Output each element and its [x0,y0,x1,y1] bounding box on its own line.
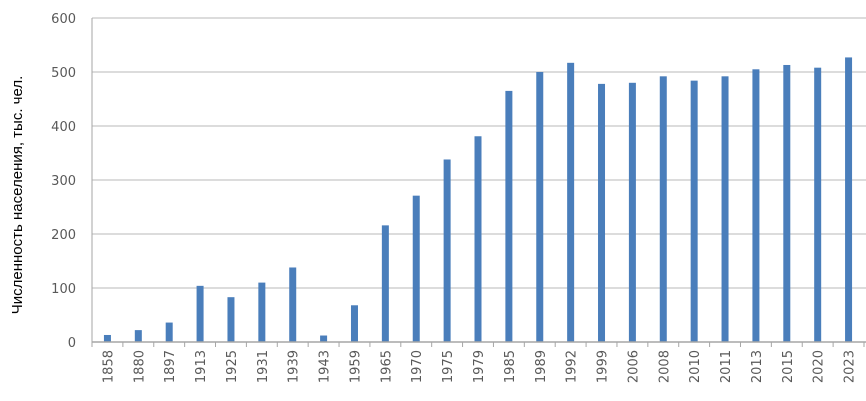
x-tick-label: 1985 [503,350,518,383]
bar-1925 [227,297,235,342]
y-tick-label: 300 [51,174,76,189]
bar-2020 [814,67,822,343]
x-tick-label: 2011 [719,350,734,383]
x-tick-label: 1858 [101,350,116,383]
bar-1979 [474,136,482,342]
bar-1989 [536,72,544,342]
x-tick-label: 1975 [441,350,456,383]
bar-1999 [598,83,606,342]
bar-2008 [659,76,667,342]
y-tick-label: 600 [51,12,76,27]
y-tick-label: 400 [51,120,76,135]
x-axis-ticks: 1858 1880 1897 1913 1925 1931 1939 1943 1959 1965… [101,342,865,383]
bar-1897 [165,322,173,342]
bars [103,57,853,343]
x-tick-label: 2008 [657,350,672,383]
x-tick-label: 2020 [812,350,827,383]
y-axis-title: Численность населения, тыс. чел. [9,76,26,314]
bar-2013 [752,69,760,343]
bar-1880 [134,330,142,342]
bar-2006 [628,82,636,343]
y-tick-label: 200 [51,228,76,243]
bar-1992 [567,62,575,342]
x-tick-label: 1992 [565,350,580,383]
x-tick-label: 1999 [596,350,611,383]
y-tick-label: 0 [68,336,76,351]
bar-1943 [320,335,328,342]
x-axis [91,18,866,347]
x-tick-label: 1965 [379,350,394,383]
x-tick-label: 1939 [287,350,302,383]
bar-2011 [721,76,729,342]
x-tick-label: 2013 [750,350,765,383]
y-tick-label: 500 [51,66,76,81]
x-tick-label: 1979 [472,350,487,383]
x-tick-label: 1880 [132,350,147,383]
x-tick-label: 1970 [410,350,425,383]
x-tick-label: 1925 [225,350,240,383]
x-tick-label: 1931 [256,350,271,383]
bar-1985 [505,90,513,343]
bar-1939 [289,267,297,342]
bar-1858 [103,334,111,342]
bar-1975 [443,159,451,342]
bar-1970 [412,195,420,342]
x-tick-label: 2015 [781,350,796,383]
x-tick-label: 2010 [688,350,703,383]
x-tick-label: 1989 [534,350,549,383]
bar-2023 [845,57,853,343]
bar-2015 [783,64,791,342]
x-tick-label: 2023 [843,350,858,383]
x-tick-label: 1959 [348,350,363,383]
x-tick-label: 2006 [626,350,641,383]
x-tick-label: 1943 [318,350,333,383]
bar-1959 [350,305,358,342]
bar-1965 [381,225,389,342]
bar-1913 [196,285,204,342]
y-tick-label: 100 [51,282,76,297]
y-axis-ticks: 0 100 200 300 400 500 600 [51,12,76,351]
x-tick-label: 1897 [163,350,178,383]
bar-1931 [258,282,266,342]
bar-2010 [690,80,698,342]
x-tick-label: 1913 [194,350,209,383]
